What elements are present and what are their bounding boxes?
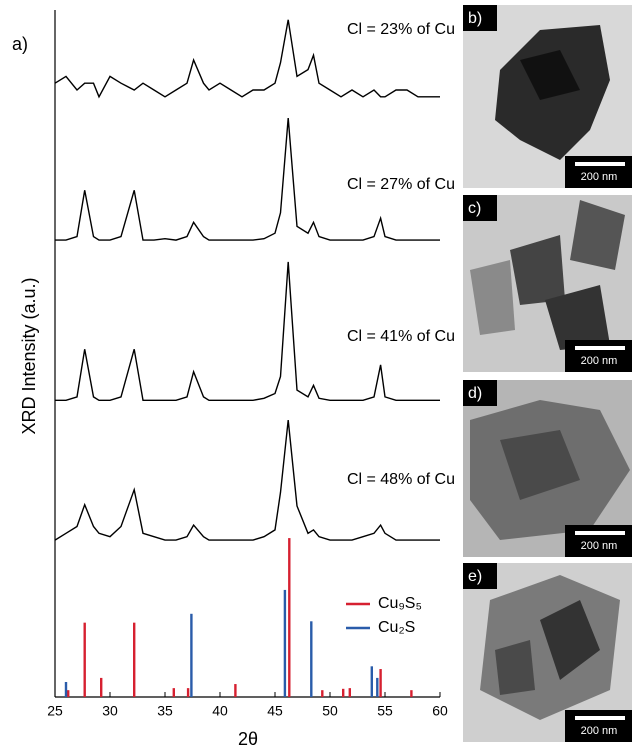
trace-annotation: Cl = 27% of Cu xyxy=(347,176,455,193)
scale-bar-label: 200 nm xyxy=(581,540,618,552)
panel-label: a) xyxy=(12,34,28,54)
legend-label: Cu₉S₅ xyxy=(378,595,422,612)
reference-stick xyxy=(310,621,313,697)
reference-stick xyxy=(348,688,351,697)
reference-stick xyxy=(379,669,382,697)
xrd-trace xyxy=(55,117,440,241)
reference-stick xyxy=(370,666,373,697)
reference-stick xyxy=(342,688,345,697)
trace-annotation: Cl = 23% of Cu xyxy=(347,21,455,38)
scale-bar-box xyxy=(565,710,632,742)
x-tick-label: 25 xyxy=(47,703,63,719)
image-label: e) xyxy=(468,568,482,585)
scale-bar-label: 200 nm xyxy=(581,725,618,737)
reference-stick xyxy=(133,622,136,697)
x-tick-label: 45 xyxy=(267,703,283,719)
reference-stick xyxy=(410,690,413,697)
tem-image xyxy=(463,563,632,742)
reference-stick xyxy=(234,684,237,697)
scale-bar-label: 200 nm xyxy=(581,355,618,367)
image-label: d) xyxy=(468,385,482,402)
legend-label: Cu₂S xyxy=(378,619,415,636)
reference-stick xyxy=(186,688,190,697)
scale-bar-label: 200 nm xyxy=(581,171,618,183)
x-tick-label: 30 xyxy=(102,703,118,719)
xrd-trace xyxy=(55,261,440,401)
x-tick-label: 35 xyxy=(157,703,173,719)
reference-stick xyxy=(100,677,103,697)
reference-stick xyxy=(321,690,324,697)
xrd-trace xyxy=(54,19,440,99)
reference-stick xyxy=(67,690,70,697)
reference-stick xyxy=(288,538,291,697)
reference-stick xyxy=(283,589,287,697)
tem-image xyxy=(463,5,632,188)
label-box xyxy=(463,563,497,589)
x-axis-label: 2θ xyxy=(238,729,258,749)
reference-stick xyxy=(376,677,379,697)
reference-stick xyxy=(83,622,86,697)
x-tick-label: 60 xyxy=(432,703,448,719)
trace-annotation: Cl = 41% of Cu xyxy=(347,328,455,345)
reference-stick xyxy=(190,613,193,697)
x-tick-label: 50 xyxy=(322,703,338,719)
label-box xyxy=(463,380,497,406)
x-tick-label: 55 xyxy=(377,703,393,719)
reference-stick xyxy=(172,688,175,697)
image-label: c) xyxy=(468,200,481,217)
tem-image xyxy=(463,380,632,557)
label-box xyxy=(463,5,497,31)
scale-bar-box xyxy=(565,340,632,372)
y-axis-label: XRD Intensity (a.u.) xyxy=(19,277,39,434)
scale-bar-box xyxy=(565,525,632,557)
reference-stick xyxy=(64,681,68,697)
x-tick-label: 40 xyxy=(212,703,228,719)
image-label: b) xyxy=(468,10,482,27)
label-box xyxy=(463,195,497,221)
trace-annotation: Cl = 48% of Cu xyxy=(347,471,455,488)
scale-bar-box xyxy=(565,156,632,188)
xrd-trace xyxy=(54,420,440,541)
